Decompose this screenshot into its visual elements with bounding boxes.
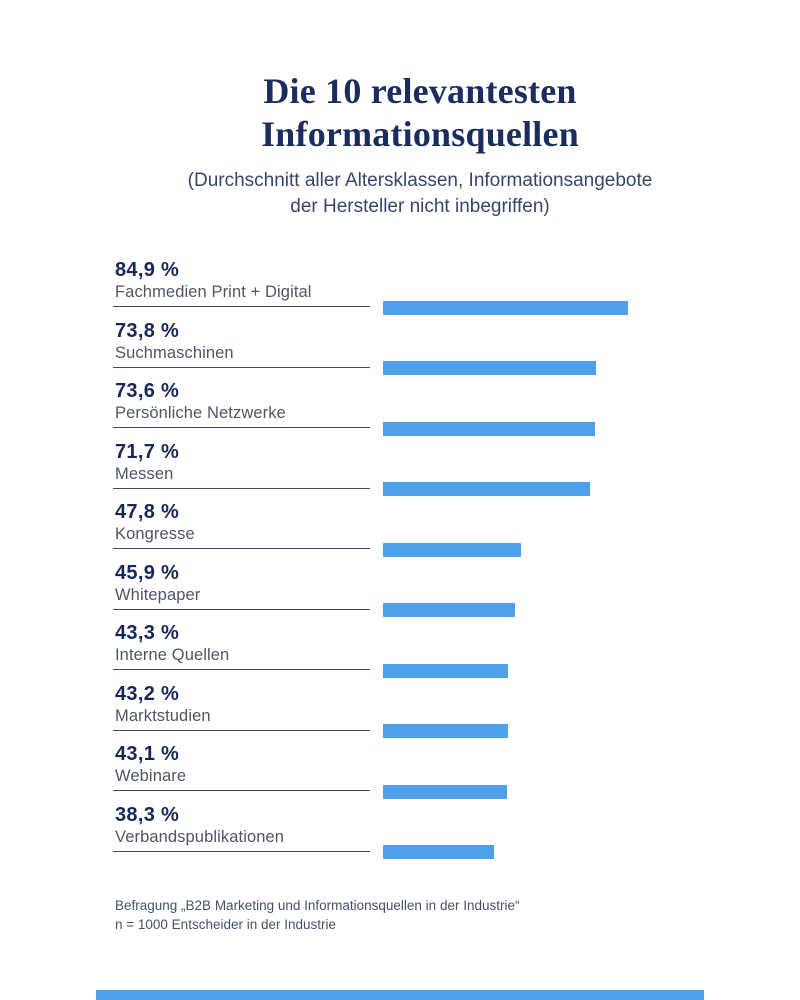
page-title-line1: Die 10 relevantesten [263,71,577,111]
bar [383,482,590,496]
page-title: Die 10 relevantesten Informationsquellen [40,70,800,156]
row-underline [113,548,370,549]
chart-row: 84,9 % Fachmedien Print + Digital [0,259,800,323]
source-note-line1: Befragung „B2B Marketing und Information… [115,898,520,913]
bar-category-label: Suchmaschinen [115,343,234,362]
bar-value-label: 43,1 % [115,743,180,765]
row-underline [113,790,370,791]
bar-category-label: Marktstudien [115,706,211,725]
bar [383,603,515,617]
bar-category-label: Persönliche Netzwerke [115,404,286,422]
bar [383,361,596,375]
source-note-line2: n = 1000 Entscheider in der Industrie [115,917,337,932]
bar [383,300,628,315]
row-underline [113,366,370,368]
row-underline [113,608,370,610]
bar-value-label: 73,6 % [115,380,180,402]
source-note: Befragung „B2B Marketing und Information… [115,896,519,934]
bar-category-label: Verbandspublikationen [115,827,285,846]
bar-category-label: Kongresse [115,525,195,543]
bar-value-label: 43,2 % [115,682,180,705]
bar-value-label: 45,9 % [115,561,180,584]
bar-category-label: Messen [115,464,174,483]
chart-row: 43,2 % Marktstudien [0,682,800,747]
chart-row: 43,3 % Interne Quellen [0,622,800,686]
bar-category-label: Interne Quellen [115,646,230,664]
bar [383,542,521,557]
bar [383,421,595,436]
bar-value-label: 71,7 % [115,440,180,463]
bar-category-label: Fachmedien Print + Digital [115,283,312,301]
chart-row: 43,1 % Webinare [0,743,800,807]
chart-row: 71,7 % Messen [0,440,800,505]
chart-row: 47,8 % Kongresse [0,501,800,565]
page-subtitle: (Durchschnitt aller Altersklassen, Infor… [40,168,800,220]
bar-value-label: 38,3 % [115,803,180,826]
bar [383,724,508,738]
chart-row: 45,9 % Whitepaper [0,561,800,626]
chart-row: 73,8 % Suchmaschinen [0,319,800,384]
chart-row: 73,6 % Persönliche Netzwerke [0,380,800,444]
bar-value-label: 84,9 % [115,259,180,281]
row-underline [113,669,370,670]
bar [383,845,494,859]
bar-category-label: Webinare [115,767,187,785]
row-underline [113,427,370,428]
bar [383,663,508,678]
row-underline [113,729,370,731]
bar-category-label: Whitepaper [115,585,201,604]
bar-value-label: 43,3 % [115,622,180,644]
bar-chart: 84,9 % Fachmedien Print + Digital 73,8 % Su… [0,259,800,868]
bottom-accent-bar [96,990,704,1000]
bar-value-label: 47,8 % [115,501,180,523]
chart-row: 38,3 % Verbandspublikationen [0,803,800,868]
row-underline [113,487,370,489]
page-subtitle-line1: (Durchschnitt aller Altersklassen, Infor… [187,170,653,191]
page-title-line2: Informationsquellen [261,114,579,154]
row-underline [113,306,370,307]
page-subtitle-line2: der Hersteller nicht inbegriffen) [290,196,550,217]
row-underline [113,850,370,852]
bar [383,784,507,799]
bar-value-label: 73,8 % [115,319,180,342]
